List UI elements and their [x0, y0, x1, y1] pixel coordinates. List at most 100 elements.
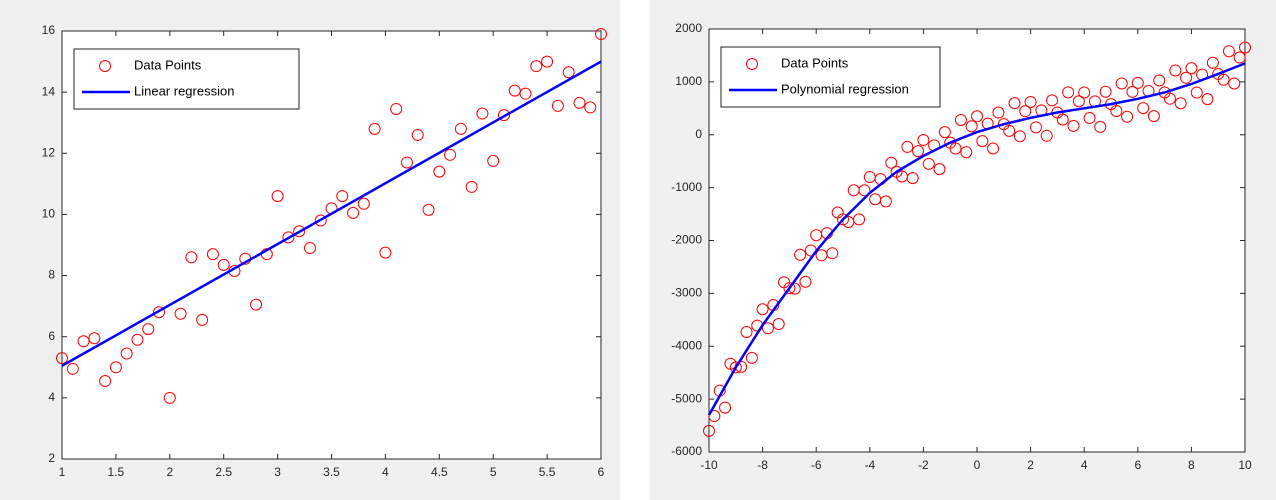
data-point [1147, 110, 1160, 123]
data-point [185, 251, 198, 264]
x-tick-label: 4 [382, 465, 389, 479]
data-point [971, 110, 983, 123]
x-tick-label: 6 [1134, 458, 1141, 472]
data-point [109, 361, 122, 374]
data-point [1040, 129, 1053, 142]
data-point [1067, 119, 1080, 132]
data-point [411, 128, 424, 141]
data-point [1185, 62, 1198, 75]
data-point [433, 165, 446, 178]
data-point [756, 303, 769, 316]
data-point [1024, 95, 1037, 108]
regression-line [61, 60, 602, 367]
y-tick-label: -6000 [671, 444, 702, 458]
data-point [1029, 121, 1042, 134]
legend-label: Data Points [781, 55, 849, 70]
data-point [703, 424, 715, 437]
data-point [573, 96, 586, 109]
data-point [1153, 74, 1166, 87]
data-point [174, 307, 187, 320]
data-point [454, 122, 467, 135]
x-tick-label: -2 [918, 458, 929, 472]
y-tick-label: 0 [695, 127, 702, 141]
data-point [368, 122, 381, 135]
data-point [595, 28, 607, 41]
y-tick-label: 1000 [675, 74, 702, 88]
y-tick-label: 14 [42, 84, 56, 98]
x-tick-label: 2 [1027, 458, 1034, 472]
data-point [77, 335, 90, 348]
data-point [217, 258, 230, 271]
data-point [1126, 85, 1139, 98]
data-point [837, 213, 849, 226]
legend-marker [99, 60, 111, 72]
y-tick-label: -5000 [671, 391, 702, 405]
data-point [912, 145, 925, 158]
data-point [987, 142, 1000, 155]
data-point [1169, 64, 1182, 77]
data-point [917, 134, 930, 147]
data-point [949, 142, 962, 155]
y-tick-label: 16 [42, 23, 56, 37]
data-point [1131, 76, 1144, 89]
data-point [799, 275, 812, 288]
data-point [965, 120, 978, 133]
data-point [562, 66, 575, 79]
data-point [1121, 110, 1134, 123]
data-point [551, 99, 564, 112]
legend-label: Polynomial regression [781, 81, 909, 96]
data-point [400, 156, 413, 169]
data-point [347, 206, 360, 219]
data-point [390, 102, 403, 115]
y-tick-label: -2000 [671, 233, 702, 247]
legend-box [73, 48, 300, 110]
data-point [1008, 97, 1021, 110]
data-point [584, 101, 597, 114]
x-tick-label: 1.5 [108, 465, 125, 479]
data-point [444, 148, 457, 161]
data-point [783, 282, 796, 295]
x-tick-label: 4 [1081, 458, 1088, 472]
data-point [56, 352, 68, 365]
data-point [719, 401, 732, 414]
data-point [1180, 71, 1193, 84]
data-point [976, 135, 989, 148]
data-point [1019, 105, 1032, 118]
data-point [992, 106, 1005, 119]
data-point [1013, 130, 1026, 143]
data-point [271, 190, 284, 203]
data-point [336, 190, 349, 203]
y-tick-label: 2000 [675, 21, 702, 35]
x-tick-label: 8 [1188, 458, 1195, 472]
data-point [1099, 85, 1112, 98]
data-point [1110, 104, 1123, 117]
legend: Data Points Linear regression [73, 48, 300, 110]
data-point [303, 242, 316, 255]
data-point [142, 323, 155, 336]
data-point [1190, 86, 1203, 99]
data-point [1201, 93, 1214, 106]
x-tick-label: 2 [166, 465, 173, 479]
x-tick-label: 10 [1238, 458, 1252, 472]
data-point [1163, 92, 1176, 105]
y-tick-label: 8 [48, 268, 55, 282]
data-point [282, 231, 295, 244]
x-tick-label: -6 [811, 458, 822, 472]
data-point [933, 163, 946, 176]
y-tick-label: 6 [48, 329, 55, 343]
data-point [826, 247, 839, 260]
data-point [761, 322, 774, 335]
data-point [250, 298, 263, 311]
legend: Data Points Polynomial regression [720, 46, 941, 108]
x-tick-label: -8 [757, 458, 768, 472]
data-point [163, 391, 176, 404]
data-point [906, 172, 919, 185]
data-point [357, 197, 370, 210]
x-tick-label: -10 [700, 458, 718, 472]
data-point [960, 146, 973, 159]
data-point [465, 180, 478, 193]
data-point [1056, 113, 1069, 126]
data-point [1083, 112, 1096, 125]
y-tick-label: -4000 [671, 338, 702, 352]
legend-label: Linear regression [134, 83, 234, 98]
